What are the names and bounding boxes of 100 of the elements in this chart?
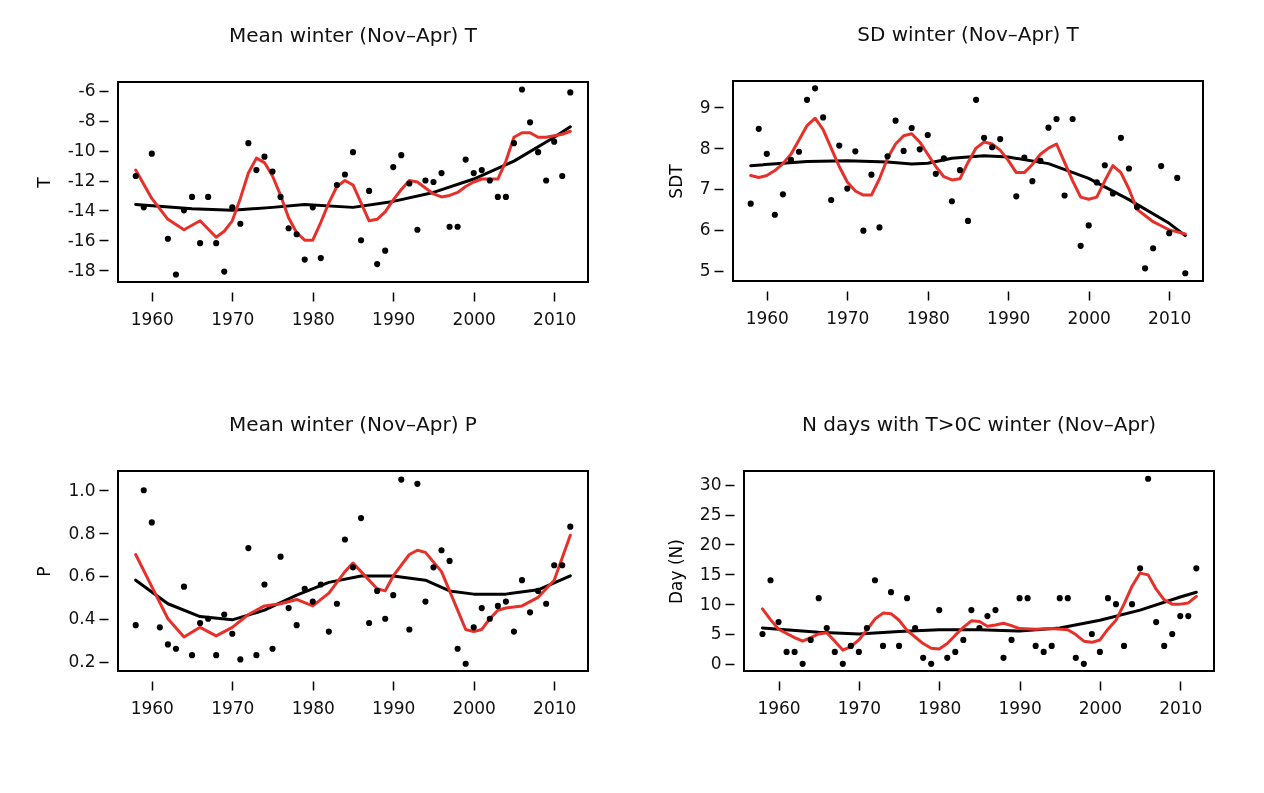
y-tick-label: -18 — [67, 259, 96, 280]
point — [839, 660, 846, 667]
point — [293, 622, 300, 629]
y-tick-label: -8 — [78, 110, 96, 131]
point — [277, 193, 284, 200]
x-tick-label: 1970 — [211, 308, 255, 329]
point — [1016, 595, 1023, 602]
x-tick-label: 1980 — [906, 307, 950, 328]
y-axis-title: SDT — [665, 163, 686, 199]
point — [559, 562, 566, 569]
point — [188, 193, 196, 200]
point — [213, 652, 220, 659]
point — [148, 519, 155, 526]
point — [438, 547, 445, 554]
point — [1150, 245, 1157, 252]
point — [1117, 134, 1124, 141]
line-series — [134, 533, 572, 639]
point — [997, 136, 1004, 143]
point — [454, 645, 461, 652]
y-tick-label: 6 — [699, 219, 711, 240]
point — [807, 636, 814, 644]
y-tick-label: 25 — [699, 504, 722, 525]
point — [205, 193, 212, 200]
point — [1185, 613, 1192, 620]
point — [180, 583, 188, 590]
point — [357, 515, 365, 522]
y-tick-label: 10 — [699, 593, 722, 614]
x-tick-label: 2010 — [533, 697, 577, 718]
point — [366, 619, 373, 627]
point — [333, 181, 340, 189]
point — [892, 117, 899, 124]
point — [972, 96, 980, 103]
x-tick-label: 2010 — [533, 308, 577, 329]
point — [374, 587, 381, 594]
point — [1141, 265, 1149, 272]
point — [446, 223, 453, 230]
point — [747, 200, 754, 207]
point — [518, 86, 526, 93]
x-tick-label: 1990 — [372, 697, 416, 718]
point — [1193, 565, 1200, 572]
point — [293, 231, 300, 238]
point — [309, 598, 316, 605]
x-tick-label: 1980 — [918, 697, 962, 718]
x-tick-label: 1970 — [211, 697, 255, 718]
x-tick-label: 1970 — [837, 697, 882, 718]
point — [414, 480, 421, 487]
y-axis-title: Day (N) — [665, 539, 686, 604]
point — [269, 645, 276, 652]
point — [551, 562, 558, 569]
point — [164, 641, 171, 648]
point — [462, 660, 469, 667]
point — [884, 153, 891, 160]
point — [984, 613, 991, 620]
point — [494, 193, 501, 200]
point — [390, 164, 397, 171]
y-tick-label: 5 — [699, 260, 711, 281]
point — [382, 247, 389, 254]
y-axis-title: P — [34, 566, 55, 577]
point — [755, 125, 762, 132]
point — [518, 577, 526, 584]
point — [438, 169, 445, 177]
point — [172, 645, 180, 652]
point — [188, 652, 196, 659]
point — [301, 256, 308, 263]
point — [815, 595, 822, 602]
point — [920, 654, 927, 661]
point — [924, 131, 931, 139]
x-tick-label: 2000 — [452, 697, 496, 718]
point — [132, 622, 139, 629]
point — [221, 611, 228, 618]
point — [1120, 642, 1128, 649]
point — [771, 211, 778, 218]
x-tick-label: 1990 — [998, 697, 1042, 718]
x-tick-label: 2000 — [1067, 307, 1111, 328]
point — [502, 193, 509, 200]
point — [374, 261, 381, 268]
y-tick-label: 0.8 — [68, 522, 96, 543]
point — [844, 185, 851, 192]
x-tick-label: 2010 — [1159, 697, 1203, 718]
point — [526, 609, 534, 616]
x-tick-label: 1960 — [757, 697, 801, 718]
point — [1112, 601, 1120, 608]
point — [928, 660, 935, 667]
point — [1109, 190, 1116, 197]
point — [847, 642, 854, 649]
point — [1040, 648, 1047, 655]
point — [261, 153, 268, 160]
point — [285, 225, 292, 232]
point — [964, 217, 972, 224]
point — [1080, 660, 1087, 667]
point — [205, 615, 212, 622]
point — [989, 144, 996, 151]
point — [1101, 162, 1108, 169]
point — [775, 618, 782, 626]
point — [1013, 193, 1020, 200]
point — [567, 523, 574, 530]
x-tick-label: 1990 — [987, 307, 1031, 328]
point — [140, 487, 147, 494]
point — [164, 235, 171, 242]
point — [390, 592, 397, 599]
